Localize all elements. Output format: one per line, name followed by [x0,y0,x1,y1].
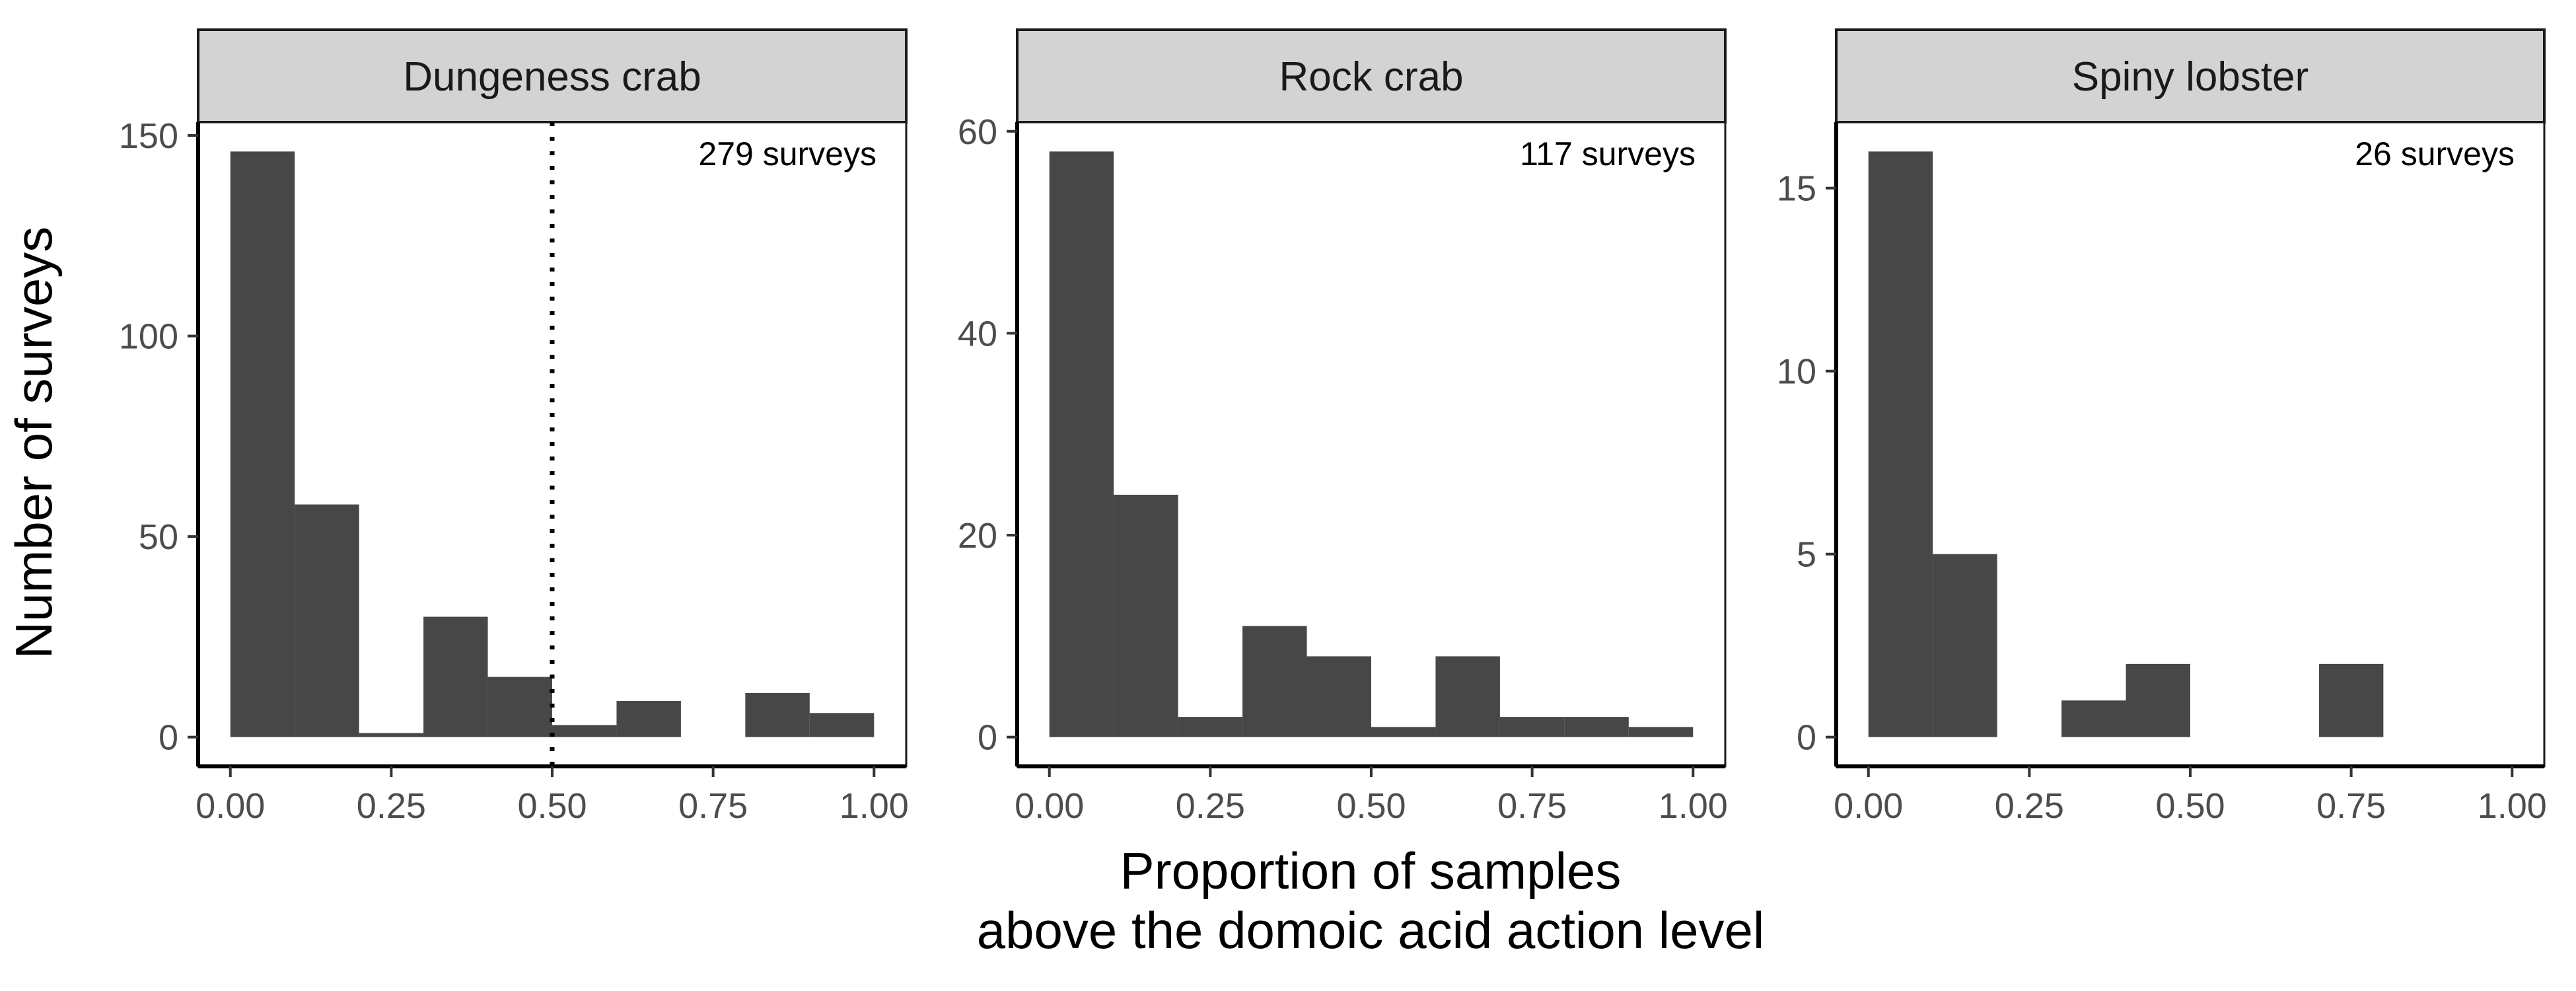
survey-count-annotation: 117 surveys [1520,135,1696,172]
histogram-bar [1868,151,1933,737]
x-axis-title-line-2: above the domoic acid action level [977,901,1764,959]
y-tick-label: 100 [119,317,178,357]
x-tick-label: 1.00 [840,786,909,826]
histogram-bar [1049,151,1114,737]
x-tick-label: 0.50 [517,786,587,826]
facet-strip [197,28,908,124]
survey-count-annotation: 26 surveys [2355,135,2515,172]
histogram-bar [1114,494,1178,737]
facet-panel-1: Dungeness crab 279 surveys 0.00 0.25 0.50 0.7… [119,28,909,826]
x-tick-label: 0.25 [357,786,426,826]
x-tick-label: 0.75 [1497,786,1567,826]
x-tick-label: 0.75 [678,786,748,826]
histogram-bar [2061,700,2126,737]
x-tick-label: 0.00 [1015,786,1084,826]
histogram-bar [1435,656,1500,737]
histogram-bar [1564,717,1629,737]
y-axis-title: Number of surveys [5,227,63,659]
x-tick-label: 0.25 [1176,786,1245,826]
histogram-bar [1371,727,1436,737]
histogram-bar [1242,626,1307,737]
facet-strip-label: Spiny lobster [2072,54,2308,100]
x-tick-label: 0.75 [2316,786,2386,826]
histogram-bar [1499,717,1565,737]
histogram-bar [359,733,424,737]
y-tick-label: 0 [978,718,997,758]
facet-panel-2: Rock crab 117 surveys 0.00 0.25 0.50 0.75 1.00… [958,28,1728,826]
y-tick-label: 10 [1777,352,1816,392]
x-tick-label: 0.00 [1834,786,1903,826]
facet-panels: Dungeness crab 279 surveys 0.00 0.25 0.50 0.7… [119,28,2547,826]
histogram-bar [2318,663,2384,737]
survey-count-annotation: 279 surveys [698,135,877,172]
y-tick-label: 0 [159,718,178,758]
y-tick-label: 40 [958,314,997,353]
facet-strip [1016,28,1727,124]
y-tick-label: 5 [1797,535,1816,575]
histogram-bar [616,701,681,737]
histogram-bar [487,677,552,737]
histogram-bar [1628,727,1694,737]
histogram-bar [1306,656,1371,737]
x-tick-label: 0.25 [1995,786,2064,826]
y-tick-label: 60 [958,112,997,152]
histogram-bar [1178,717,1243,737]
y-tick-label: 0 [1797,718,1816,758]
x-tick-label: 1.00 [1659,786,1728,826]
histogram-bar [745,692,810,737]
x-tick-label: 0.00 [196,786,265,826]
x-tick-label: 0.50 [1336,786,1406,826]
y-tick-label: 15 [1777,169,1816,209]
facet-panel-3: Spiny lobster 26 surveys 0.00 0.25 0.50 0.75 1… [1777,28,2547,826]
facet-strip-label: Dungeness crab [403,54,701,100]
x-tick-label: 1.00 [2478,786,2547,826]
y-tick-label: 150 [119,116,178,156]
histogram-bar [1933,554,1997,737]
histogram-bar [2126,663,2190,737]
x-tick-label: 0.50 [2155,786,2225,826]
histogram-bar [295,504,359,737]
histogram-bar [423,616,488,737]
facet-strip-label: Rock crab [1279,54,1463,100]
y-tick-label: 50 [139,517,178,557]
histogram-bar [552,725,617,737]
histogram-bar [230,151,295,737]
histogram-bar [809,713,875,737]
y-tick-label: 20 [958,516,997,556]
x-axis-title-line-1: Proportion of samples [1120,842,1622,900]
